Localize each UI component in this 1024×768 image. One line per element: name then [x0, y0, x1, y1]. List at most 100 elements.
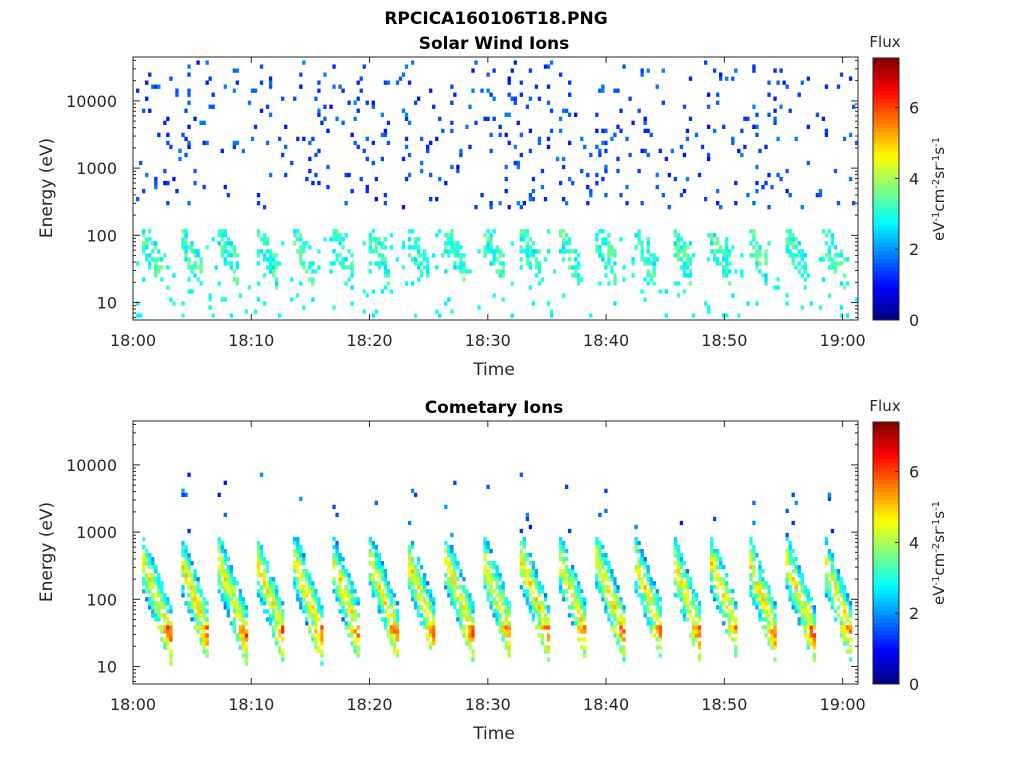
heatmap-cell	[335, 237, 339, 242]
heatmap-cell	[537, 261, 542, 266]
heatmap-cell	[764, 180, 768, 186]
heatmap-cell	[501, 585, 505, 590]
heatmap-cell	[752, 520, 756, 526]
heatmap-cell	[676, 565, 681, 570]
heatmap-cell	[755, 605, 759, 610]
heatmap-cell	[595, 112, 599, 117]
heatmap-cell	[486, 241, 490, 246]
heatmap-cell	[746, 116, 750, 121]
heatmap-cell	[531, 560, 536, 566]
heatmap-cell	[504, 188, 508, 194]
heatmap-cell	[371, 585, 375, 590]
heatmap-cell	[187, 581, 191, 586]
colorbar-segment	[873, 58, 899, 63]
heatmap-cell	[764, 613, 768, 618]
heatmap-cell	[184, 552, 188, 558]
heatmap-cell	[758, 253, 762, 258]
heatmap-cell	[534, 273, 539, 278]
heatmap-cell	[664, 156, 668, 162]
heatmap-cell	[353, 116, 357, 121]
heatmap-cell	[619, 645, 623, 650]
heatmap-cell	[377, 593, 382, 598]
heatmap-cell	[274, 261, 279, 266]
heatmap-cell	[163, 645, 167, 650]
heatmap-cell	[749, 573, 753, 578]
heatmap-cell	[368, 577, 372, 582]
heatmap-cell	[773, 633, 777, 638]
heatmap-cell	[386, 621, 391, 626]
heatmap-cell	[311, 277, 315, 282]
heatmap-cell	[691, 621, 696, 626]
heatmap-cell	[839, 581, 844, 586]
heatmap-cell	[731, 617, 735, 622]
heatmap-cell	[830, 577, 835, 582]
heatmap-cell	[540, 621, 545, 626]
heatmap-cell	[571, 613, 575, 618]
heatmap-cell	[791, 233, 795, 238]
heatmap-cell	[426, 613, 430, 618]
heatmap-cell	[679, 581, 684, 586]
heatmap-cell	[752, 597, 756, 602]
heatmap-cell	[728, 601, 732, 606]
heatmap-cell	[274, 641, 279, 646]
colorbar-segment	[873, 454, 899, 460]
heatmap-cell	[184, 573, 188, 578]
heatmap-cell	[827, 597, 832, 602]
heatmap-cell	[353, 589, 357, 594]
heatmap-cell	[190, 289, 194, 294]
heatmap-cell	[697, 601, 702, 606]
heatmap-cell	[589, 152, 593, 158]
heatmap-cell	[160, 265, 164, 270]
heatmap-cell	[706, 92, 711, 97]
heatmap-cell	[676, 560, 681, 566]
heatmap-cell	[803, 277, 807, 282]
panel-cometary-ions: Cometary Ions 18:00 18:10 18:20 18:30 18:40 1…	[37, 397, 948, 744]
heatmap-cell	[519, 548, 523, 554]
heatmap-cell	[679, 192, 684, 198]
heatmap-cell	[278, 629, 282, 634]
heatmap-cell	[486, 249, 490, 254]
heatmap-cell	[673, 560, 678, 566]
heatmap-cell	[172, 301, 176, 306]
heatmap-cell	[788, 108, 792, 113]
heatmap-cell	[223, 605, 227, 610]
heatmap-cell	[495, 585, 499, 590]
heatmap-cell	[722, 601, 726, 606]
heatmap-cell	[839, 621, 844, 626]
heatmap-cell	[583, 613, 587, 618]
heatmap-cell	[483, 577, 487, 582]
heatmap-cell	[685, 273, 690, 278]
colorbar-segment	[873, 487, 899, 492]
heatmap-cell	[830, 528, 835, 534]
heatmap-cell	[513, 60, 517, 65]
heatmap-cell	[190, 573, 194, 578]
heatmap-cell	[244, 649, 249, 654]
heatmap-cell	[447, 552, 451, 558]
heatmap-cell	[667, 172, 672, 178]
heatmap-cell	[383, 261, 388, 266]
heatmap-cell	[374, 565, 378, 570]
heatmap-cell	[401, 156, 406, 162]
heatmap-cell	[368, 560, 372, 566]
heatmap-cell	[519, 569, 523, 574]
heatmap-cell	[262, 573, 267, 578]
heatmap-cell	[432, 104, 436, 109]
heatmap-cell	[235, 253, 240, 258]
heatmap-cell	[175, 92, 179, 97]
heatmap-cell	[416, 261, 421, 266]
heatmap-cell	[525, 589, 530, 594]
heatmap-cell	[486, 560, 490, 566]
heatmap-cell	[601, 581, 605, 586]
colorbar-segment	[873, 512, 899, 517]
heatmap-cell	[637, 560, 641, 566]
heatmap-cell	[622, 605, 626, 610]
heatmap-cell	[271, 577, 276, 582]
heatmap-cell	[389, 613, 394, 618]
heatmap-cell	[613, 277, 617, 282]
heatmap-cell	[812, 609, 817, 614]
x-tick-label: 18:10	[228, 695, 274, 714]
heatmap-cell	[154, 184, 158, 190]
heatmap-cell	[646, 241, 650, 246]
heatmap-cell	[383, 609, 388, 614]
heatmap-cell	[682, 569, 687, 574]
